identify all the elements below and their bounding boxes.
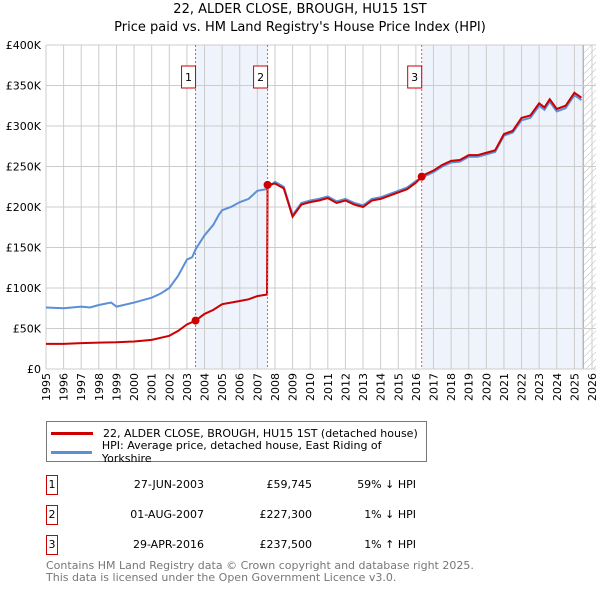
x-tick-label: 2024 (551, 373, 564, 401)
y-tick-label: £150K (6, 242, 42, 255)
legend: 22, ALDER CLOSE, BROUGH, HU15 1ST (detac… (46, 421, 427, 465)
x-tick-label: 2004 (199, 373, 212, 401)
x-tick-label: 2020 (480, 373, 493, 401)
sale-point (191, 316, 200, 325)
y-tick-label: £0 (27, 363, 41, 376)
x-tick-label: 1998 (93, 373, 106, 401)
x-tick-label: 2003 (181, 373, 194, 401)
transaction-price: £237,500 (259, 538, 313, 551)
x-tick-label: 1995 (40, 373, 53, 401)
y-tick-label: £100K (6, 282, 42, 295)
y-tick-label: £50K (13, 323, 42, 336)
x-tick-label: 2002 (163, 373, 176, 401)
sale-badge-label: 3 (411, 71, 418, 84)
y-tick-label: £250K (6, 161, 42, 174)
x-tick-label: 2021 (498, 373, 511, 401)
x-tick-label: 2001 (146, 373, 159, 401)
x-tick-label: 2022 (516, 373, 529, 401)
y-tick-label: £400K (6, 39, 42, 52)
x-tick-label: 2006 (234, 373, 247, 401)
transaction-price: £59,745 (266, 478, 313, 491)
x-tick-label: 2017 (427, 373, 440, 401)
footer-licence: This data is licensed under the Open Gov… (46, 571, 397, 584)
x-tick-label: 2008 (269, 373, 282, 401)
footer: Contains HM Land Registry data © Crown c… (46, 560, 474, 584)
transaction-date: 27-JUN-2003 (133, 478, 204, 491)
x-tick-label: 2011 (322, 373, 335, 401)
x-tick-label: 2025 (568, 373, 581, 401)
chart-subtitle: Price paid vs. HM Land Registry's House … (114, 20, 486, 35)
price-chart: 1995 1996 1997 1998 1999 2000 2001 2002 2003 2004… (6, 39, 599, 401)
transaction-hpi-diff: 1% ↑ HPI (364, 538, 416, 551)
sale-badge (407, 65, 423, 89)
legend-item-hpi: HPI: Average price, detached house, East… (47, 439, 426, 465)
x-tick-label: 2005 (216, 373, 229, 401)
transaction-date: 29-APR-2016 (132, 538, 204, 551)
legend-label: 22, ALDER CLOSE, BROUGH, HU15 1ST (detac… (103, 426, 418, 440)
x-tick-label: 2019 (463, 373, 476, 401)
x-tick-label: 2012 (339, 373, 352, 401)
x-tick-label: 2010 (304, 373, 317, 401)
legend-swatch-blue (51, 450, 92, 454)
sale-badge (181, 65, 197, 89)
x-tick-label: 2013 (357, 373, 370, 401)
x-tick-label: 2009 (287, 373, 300, 401)
transaction-date: 01-AUG-2007 (130, 508, 204, 521)
x-tick-label: 1996 (58, 373, 71, 401)
x-tick-label: 2016 (410, 373, 423, 401)
y-tick-label: £350K (6, 80, 42, 93)
sale-badge-label: 1 (185, 71, 192, 84)
transaction-hpi-diff: 1% ↓ HPI (364, 508, 416, 521)
x-tick-label: 2018 (445, 373, 458, 401)
transaction-price: £227,300 (259, 508, 313, 521)
legend-swatch-red (51, 431, 93, 435)
y-tick-label: £300K (6, 120, 42, 133)
series-line (46, 91, 583, 345)
transaction-hpi-diff: 59% ↓ HPI (357, 478, 416, 491)
sale-point (417, 172, 426, 181)
transaction-badge: 1 (46, 475, 58, 495)
y-tick-label: £200K (6, 201, 42, 214)
chart-title: 22, ALDER CLOSE, BROUGH, HU15 1ST (173, 2, 427, 17)
legend-label: HPI: Average price, detached house, East… (101, 439, 382, 465)
sale-badge (253, 65, 269, 89)
sale-point (263, 180, 272, 189)
footer-copyright: Contains HM Land Registry data © Crown c… (46, 559, 474, 572)
x-tick-label: 2023 (533, 373, 546, 401)
x-tick-label: 2026 (586, 373, 599, 401)
transaction-badge: 2 (46, 505, 58, 525)
x-tick-label: 2014 (375, 373, 388, 401)
x-tick-label: 1997 (75, 373, 88, 401)
x-tick-label: 2000 (128, 373, 141, 401)
transaction-badge: 3 (46, 535, 58, 555)
legend-item-property: 22, ALDER CLOSE, BROUGH, HU15 1ST (detac… (47, 424, 418, 442)
x-tick-label: 2007 (251, 373, 264, 401)
sale-badge-label: 2 (257, 71, 264, 84)
x-tick-label: 2015 (392, 373, 405, 401)
x-tick-label: 1999 (110, 373, 123, 401)
